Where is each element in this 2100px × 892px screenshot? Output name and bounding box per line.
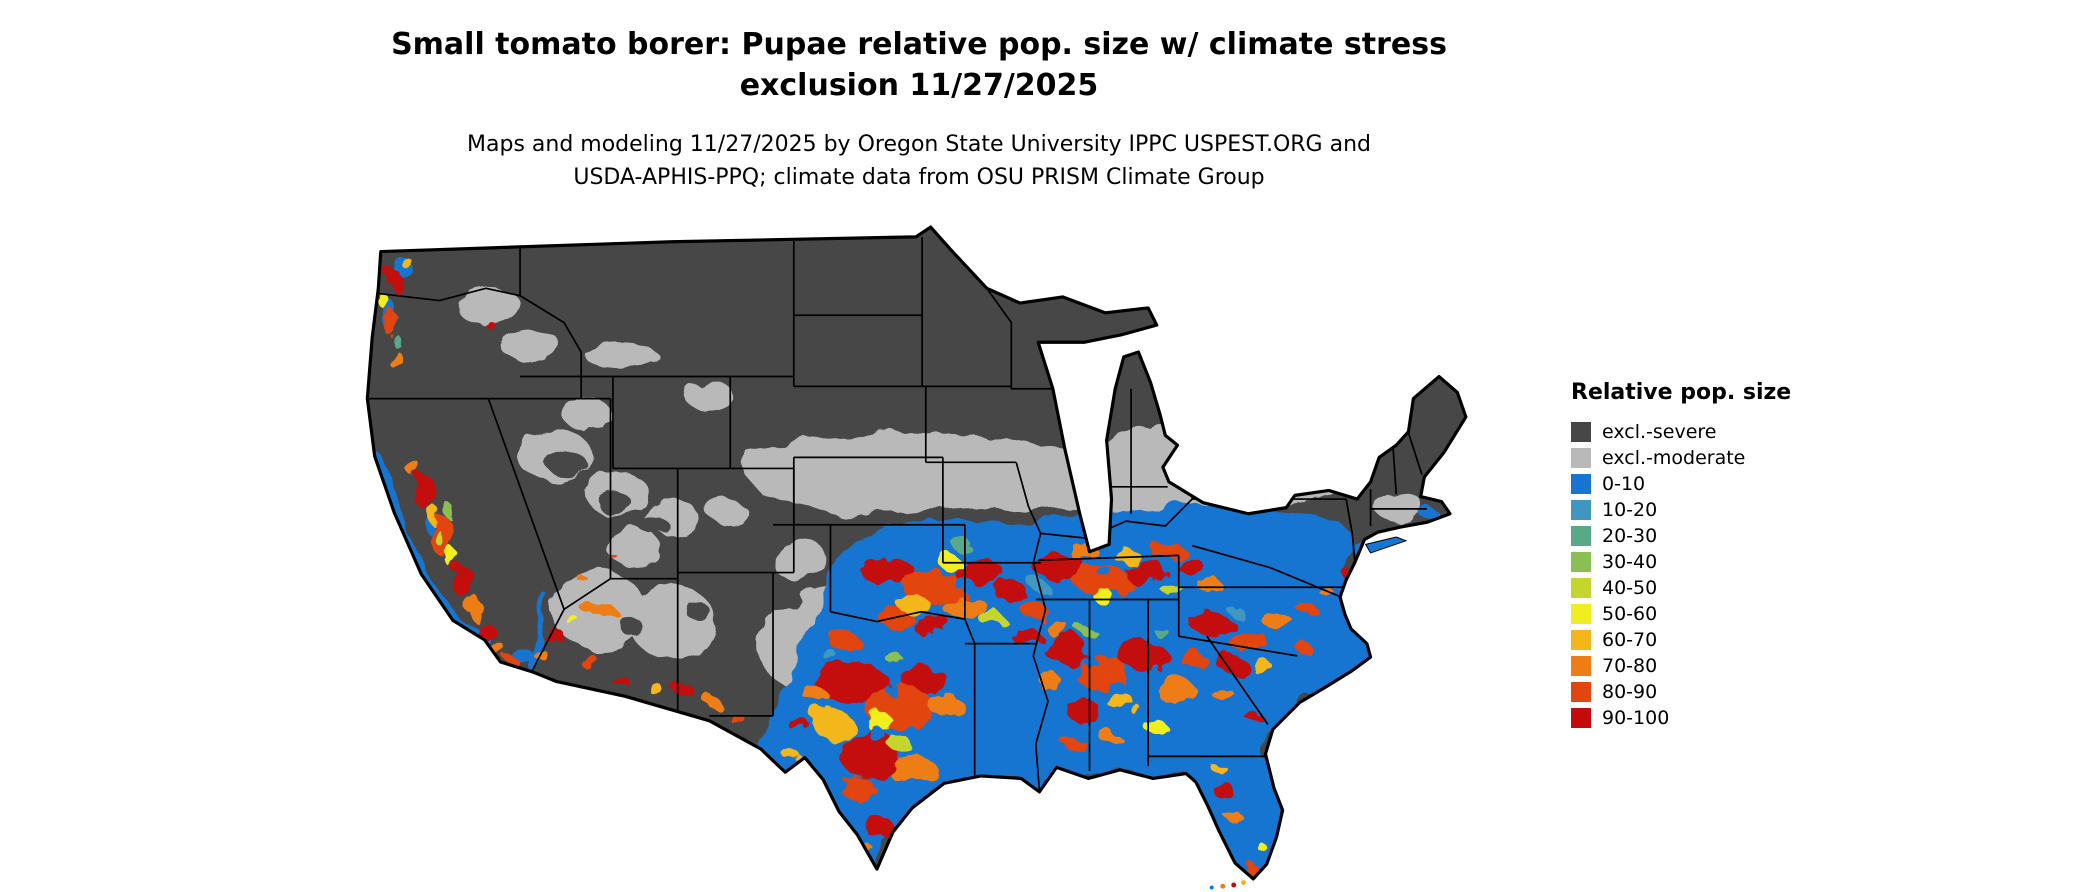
- legend-item: 0-10: [1571, 471, 1791, 497]
- florida-keys: [1209, 880, 1246, 890]
- legend-label: 40-50: [1602, 577, 1658, 599]
- legend-item: 80-90: [1571, 679, 1791, 705]
- legend-item: 90-100: [1571, 705, 1791, 731]
- legend-swatch: [1571, 578, 1591, 598]
- legend-label: 90-100: [1602, 707, 1670, 729]
- legend-label: 30-40: [1602, 551, 1658, 573]
- legend-label: excl.-moderate: [1602, 447, 1746, 469]
- legend-swatch: [1571, 500, 1591, 520]
- map-title-line2: exclusion 11/27/2025: [739, 68, 1099, 103]
- legend-label: 10-20: [1602, 499, 1658, 521]
- long-island: [1364, 536, 1408, 554]
- legend-swatch: [1571, 708, 1591, 728]
- map-layer-hot-west: [378, 258, 743, 723]
- legend-swatch: [1571, 630, 1591, 650]
- legend-item: 50-60: [1571, 601, 1791, 627]
- legend-label: 20-30: [1602, 525, 1658, 547]
- us-map: [305, 205, 1527, 890]
- legend-label: 70-80: [1602, 655, 1658, 677]
- legend-item: 30-40: [1571, 549, 1791, 575]
- legend-label: 50-60: [1602, 603, 1658, 625]
- legend-swatch: [1571, 656, 1591, 676]
- legend-swatch: [1571, 604, 1591, 624]
- legend-label: 80-90: [1602, 681, 1658, 703]
- state-borders: [367, 236, 1427, 791]
- legend-swatch: [1571, 422, 1591, 442]
- legend-label: excl.-severe: [1602, 421, 1717, 443]
- legend-item: 70-80: [1571, 653, 1791, 679]
- legend-swatch: [1571, 682, 1591, 702]
- legend-label: 60-70: [1602, 629, 1658, 651]
- legend-swatch: [1571, 474, 1591, 494]
- legend-item: excl.-severe: [1571, 419, 1791, 445]
- legend-title: Relative pop. size: [1571, 380, 1792, 405]
- legend-item: 40-50: [1571, 575, 1791, 601]
- legend-item: excl.-moderate: [1571, 445, 1791, 471]
- legend-swatch: [1571, 526, 1591, 546]
- map-subtitle-line1: Maps and modeling 11/27/2025 by Oregon S…: [467, 132, 1371, 157]
- legend-item: 20-30: [1571, 523, 1791, 549]
- legend: Relative pop. size excl.-severe excl.-mo…: [1571, 380, 1791, 731]
- legend-item: 60-70: [1571, 627, 1791, 653]
- map-subtitle-line2: USDA-APHIS-PPQ; climate data from OSU PR…: [573, 165, 1265, 190]
- legend-item: 10-20: [1571, 497, 1791, 523]
- us-map-svg: [365, 225, 1468, 890]
- legend-swatch: [1571, 448, 1591, 468]
- legend-swatch: [1571, 552, 1591, 572]
- legend-label: 0-10: [1602, 473, 1646, 495]
- map-title-line1: Small tomato borer: Pupae relative pop. …: [391, 27, 1447, 62]
- header: Small tomato borer: Pupae relative pop. …: [0, 24, 1838, 194]
- map-layer-hot-south: [781, 541, 1371, 870]
- map-subtitle: Maps and modeling 11/27/2025 by Oregon S…: [0, 128, 1838, 194]
